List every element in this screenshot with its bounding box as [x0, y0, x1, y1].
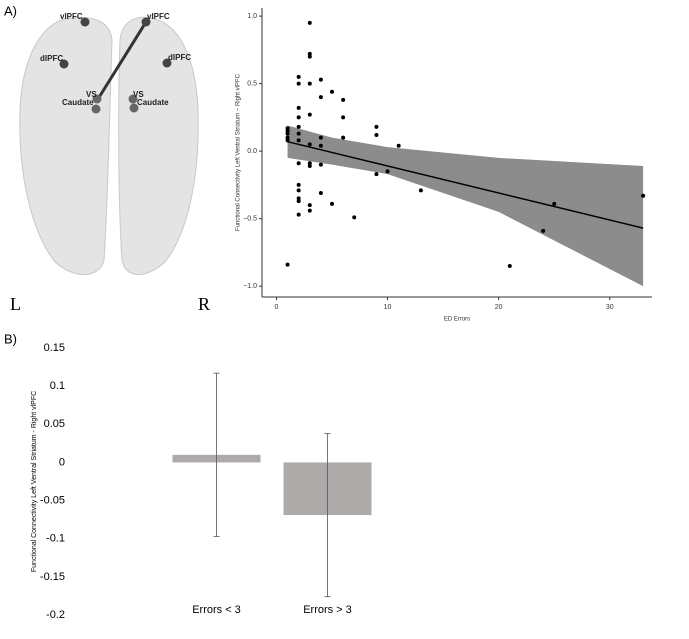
- point: [307, 81, 312, 86]
- panel-label: A): [4, 3, 17, 18]
- point: [374, 132, 379, 137]
- point: [285, 262, 290, 267]
- x-axis-label: ED Errors: [444, 317, 470, 323]
- connection: [96, 21, 148, 100]
- x-tick-label: Errors < 3: [192, 604, 241, 616]
- point: [641, 193, 646, 198]
- region-label: vlPFC: [60, 12, 83, 21]
- point: [296, 105, 301, 110]
- point: [307, 208, 312, 213]
- region-label: VS: [86, 90, 97, 99]
- x-tick-label: 20: [495, 304, 503, 311]
- side-label: L: [10, 294, 21, 314]
- point: [318, 95, 323, 100]
- point: [330, 89, 334, 94]
- point: [296, 124, 301, 129]
- y-tick-label: 0.1: [50, 380, 65, 392]
- x-tick-label: 10: [384, 304, 392, 311]
- point: [507, 263, 512, 268]
- point: [296, 182, 301, 187]
- nodes: [59, 17, 172, 114]
- point: [330, 201, 334, 206]
- region-label: VS: [133, 90, 144, 99]
- y-tick-label: -0.05: [40, 494, 65, 506]
- point: [307, 142, 312, 147]
- x-tick-label: Errors > 3: [303, 604, 352, 616]
- y-tick-label: −0.5: [243, 216, 257, 223]
- y-tick-label: 0: [59, 456, 65, 468]
- point: [318, 191, 323, 196]
- point: [296, 161, 301, 166]
- point: [352, 215, 357, 220]
- point: [307, 54, 312, 59]
- y-tick-label: -0.1: [46, 533, 65, 545]
- y-tick-label: -0.2: [46, 609, 65, 621]
- point: [318, 143, 323, 148]
- point: [318, 77, 323, 82]
- point: [341, 115, 346, 120]
- x-tick-label: 30: [606, 304, 614, 311]
- point: [307, 112, 312, 117]
- point: [296, 131, 301, 136]
- point: [341, 135, 346, 140]
- point: [552, 201, 557, 206]
- y-tick-label: 0.05: [44, 418, 65, 430]
- region-label: vlPFC: [147, 12, 170, 21]
- y-tick-label: 0.0: [247, 148, 257, 155]
- point: [318, 162, 323, 167]
- point: [541, 228, 546, 233]
- point: [296, 138, 301, 143]
- x-tick-label: 0: [274, 304, 278, 311]
- point: [285, 131, 290, 136]
- point: [341, 97, 346, 102]
- side-label: R: [198, 294, 210, 314]
- point: [374, 124, 379, 129]
- point: [296, 212, 301, 217]
- left-hemisphere: [19, 16, 113, 275]
- point: [418, 188, 423, 193]
- right-hemisphere: [118, 16, 199, 275]
- region-label: Caudate: [137, 98, 169, 107]
- y-axis-label: Functional Connectivity Left Ventral Str…: [236, 73, 242, 231]
- panel-label: B): [4, 331, 17, 346]
- point: [307, 20, 312, 25]
- y-axis-label: Functional Connectivity Left Ventral Str…: [31, 391, 38, 572]
- regression-line: [287, 140, 644, 229]
- region-label: dlPFC: [168, 53, 191, 62]
- point: [385, 169, 390, 174]
- point: [296, 74, 301, 79]
- point: [396, 143, 401, 148]
- confidence-band: [287, 125, 644, 287]
- point: [307, 164, 312, 169]
- point: [296, 199, 301, 204]
- y-tick-label: 0.15: [44, 342, 65, 354]
- point: [374, 172, 379, 177]
- point: [307, 203, 312, 208]
- point: [296, 188, 301, 193]
- brain: vlPFC vlPFC dlPFC dlPFC VS Caudate VS Ca…: [10, 12, 210, 314]
- point: [318, 135, 323, 140]
- point: [296, 81, 301, 86]
- point: [296, 115, 301, 120]
- region-label: dlPFC: [40, 54, 63, 63]
- y-tick-label: -0.15: [40, 571, 65, 583]
- y-tick-label: −1.0: [243, 283, 257, 290]
- y-tick-label: 1.0: [247, 13, 257, 20]
- region-label: Caudate: [62, 98, 94, 107]
- y-tick-label: 0.5: [247, 80, 257, 87]
